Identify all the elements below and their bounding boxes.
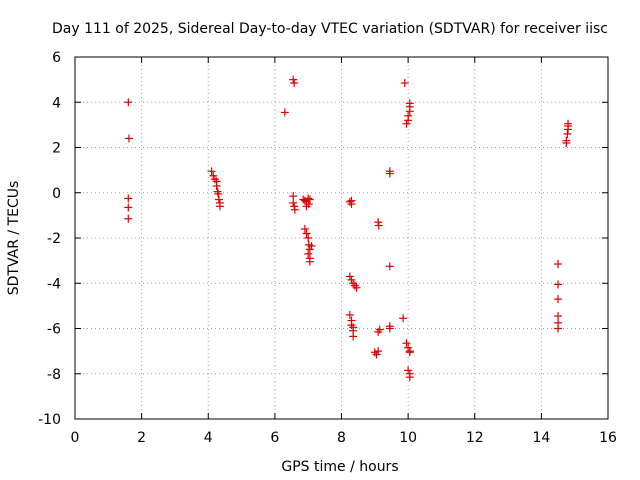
grid-lines (75, 57, 608, 419)
y-tick-labels: -10 -8 -6 -4 -2 0 2 4 6 (38, 50, 61, 428)
data-point (554, 324, 563, 333)
data-point (399, 314, 408, 323)
data-point (304, 249, 313, 258)
data-point (304, 194, 313, 203)
data-point (280, 108, 289, 117)
x-tick-label: 2 (137, 430, 146, 446)
data-point (554, 295, 563, 304)
y-tick-label: 4 (52, 95, 61, 111)
x-axis-label: GPS time / hours (281, 459, 398, 475)
data-point (405, 348, 414, 357)
data-point (349, 332, 358, 341)
x-tick-label: 8 (337, 430, 346, 446)
x-tick-label: 6 (270, 430, 279, 446)
data-point (289, 75, 298, 84)
data-point (404, 111, 413, 120)
data-point (209, 171, 218, 180)
y-tick-label: 2 (52, 141, 61, 157)
data-point (375, 325, 384, 334)
data-point (347, 275, 356, 284)
data-point (207, 167, 216, 176)
data-point (124, 194, 133, 203)
data-point (124, 98, 133, 107)
y-tick-label: 0 (52, 186, 61, 202)
y-tick-label: -8 (47, 367, 61, 383)
data-point (400, 79, 409, 88)
y-tick-label: -2 (47, 231, 61, 247)
data-point (124, 214, 133, 223)
data-point (305, 257, 314, 266)
y-tick-label: 6 (52, 50, 61, 66)
data-point (374, 221, 383, 230)
data-point (290, 205, 299, 214)
data-point (402, 119, 411, 128)
data-point (212, 181, 221, 190)
data-point (215, 202, 224, 211)
x-tick-label: 10 (399, 430, 417, 446)
data-point (302, 202, 311, 211)
x-tick-label: 12 (466, 430, 484, 446)
data-point (214, 195, 223, 204)
x-tick-label: 0 (71, 430, 80, 446)
data-point (404, 366, 413, 375)
data-point (554, 260, 563, 269)
x-tick-label: 16 (599, 430, 617, 446)
data-point (554, 280, 563, 289)
data-point (352, 283, 361, 292)
x-tick-label: 14 (532, 430, 550, 446)
data-point (405, 373, 414, 382)
data-point (300, 224, 309, 233)
data-point (307, 241, 316, 250)
data-point (124, 134, 133, 143)
data-point (302, 229, 311, 238)
data-point (385, 262, 394, 271)
data-point (385, 324, 394, 333)
plot-frame (74, 56, 609, 420)
x-tick-labels: 0 2 4 6 8 10 12 14 16 (71, 430, 617, 446)
data-point (214, 189, 223, 198)
chart-title: Day 111 of 2025, Sidereal Day-to-day VTE… (52, 21, 608, 37)
data-point (405, 99, 414, 108)
y-tick-label: -4 (47, 276, 61, 292)
y-tick-label: -6 (47, 322, 61, 338)
data-point (372, 350, 381, 359)
data-point (290, 202, 299, 211)
data-point (562, 136, 571, 145)
y-axis-label: SDTVAR / TECUs (6, 181, 22, 296)
data-points (124, 75, 573, 382)
data-point (305, 195, 314, 204)
y-tick-label: -10 (38, 412, 61, 428)
data-point (289, 192, 298, 201)
data-point (563, 129, 572, 138)
data-point (385, 167, 394, 176)
data-point (290, 79, 299, 88)
data-point (345, 272, 354, 281)
data-point (554, 312, 563, 321)
data-point (374, 218, 383, 227)
data-point (402, 339, 411, 348)
x-tick-label: 4 (204, 430, 213, 446)
data-point (124, 203, 133, 212)
data-point (305, 245, 314, 254)
data-point (345, 310, 354, 319)
data-point (374, 347, 383, 356)
data-point (289, 198, 298, 207)
data-point (404, 343, 413, 352)
data-point (347, 196, 356, 205)
data-point (304, 234, 313, 242)
data-point (564, 119, 573, 128)
